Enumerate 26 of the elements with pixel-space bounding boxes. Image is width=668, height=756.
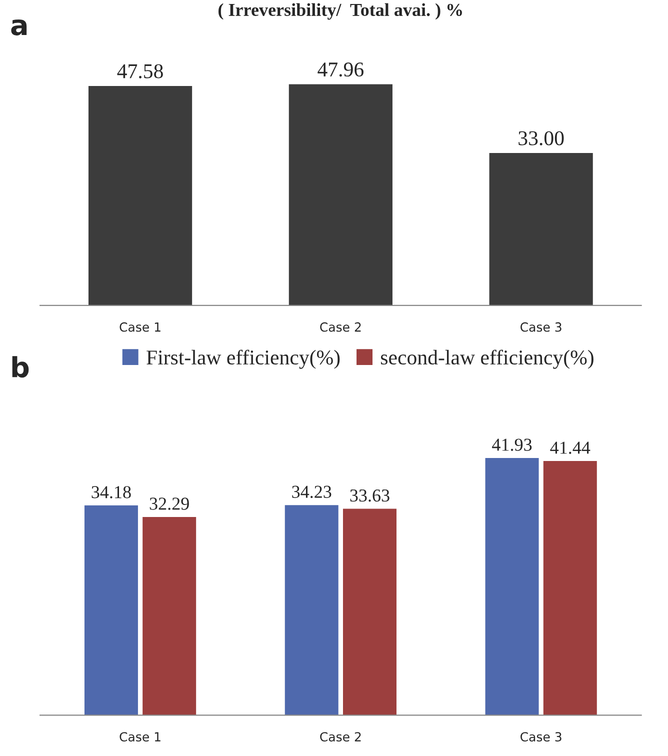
- bar: [84, 505, 138, 716]
- chart-title: ( Irreversibility/ Total avai. ) %: [218, 3, 462, 20]
- x-tick-label: Case 3: [520, 322, 562, 332]
- x-tick-label: Case 3: [520, 732, 562, 742]
- data-label: 34.23: [292, 486, 332, 498]
- data-label: 47.58: [117, 64, 163, 78]
- bar: [284, 505, 338, 716]
- data-label: 32.29: [150, 498, 189, 510]
- data-label: 33.00: [518, 131, 564, 146]
- text: a: [11, 19, 27, 36]
- bar: [485, 458, 539, 716]
- bar: [342, 508, 396, 716]
- bar: [543, 460, 597, 716]
- legend-label: First-law efficiency(%): [146, 350, 340, 369]
- bar: [142, 516, 196, 716]
- x-tick-label: Case 1: [120, 732, 160, 742]
- data-label: 41.44: [550, 442, 590, 454]
- x-tick-label: Case 2: [320, 732, 361, 742]
- x-tick-label: Case 2: [320, 322, 361, 332]
- data-label: 33.63: [350, 489, 390, 502]
- data-label: 41.93: [492, 438, 532, 451]
- data-label: 34.18: [92, 486, 131, 498]
- text: b: [12, 356, 29, 378]
- data-label: 47.96: [318, 62, 364, 77]
- x-tick-label: Case 1: [120, 322, 160, 332]
- legend-label: second-law efficiency(%): [381, 350, 594, 369]
